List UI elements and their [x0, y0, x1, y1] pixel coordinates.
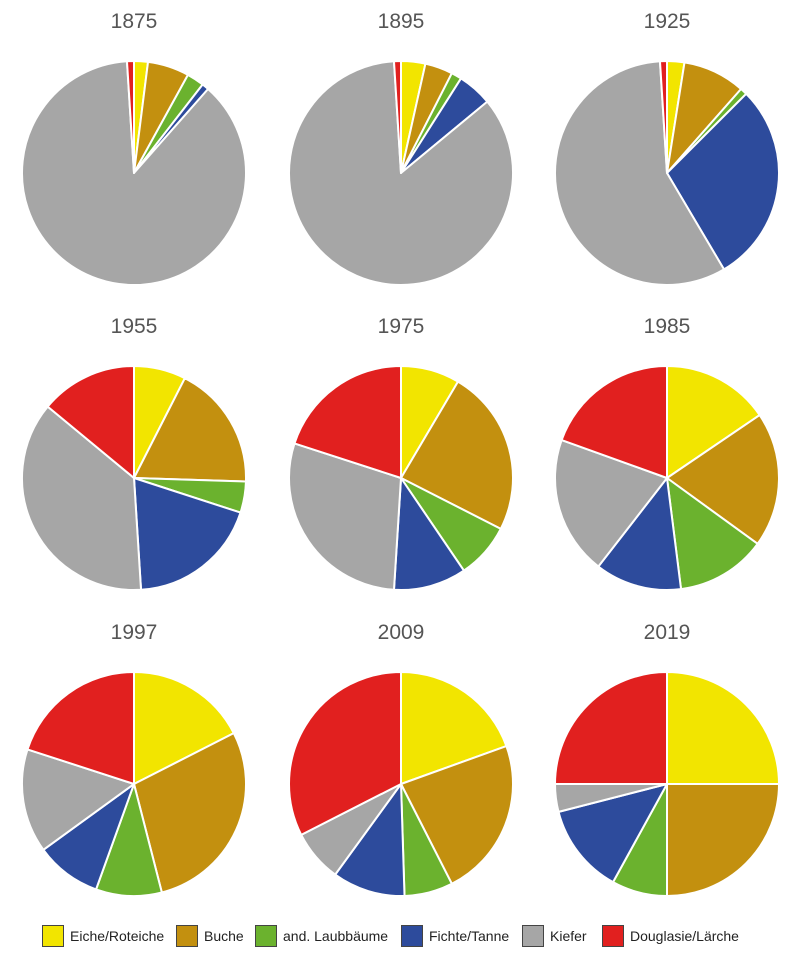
legend-label: Fichte/Tanne [429, 928, 510, 944]
pie-slice-eiche-roteiche [666, 365, 761, 479]
pie-slice-douglasie-lärche [46, 365, 135, 479]
legend-item-laubbaeume: and. Laubbäume [255, 924, 388, 948]
pie-slice-douglasie-lärche [658, 59, 668, 174]
pie-chart-1997: 1997 [21, 621, 247, 897]
legend: Eiche/Roteiche Buche and. Laubbäume Fich… [0, 916, 800, 956]
pie-slice-buche [133, 377, 247, 483]
pie-chart-1985: 1985 [554, 315, 780, 591]
pie-slice-fichte-tanne [666, 92, 780, 271]
chart-title: 1925 [644, 10, 691, 33]
legend-swatch [401, 925, 423, 947]
pie-slice-buche [666, 414, 780, 545]
chart-title: 1895 [378, 10, 425, 33]
pie-slice-kiefer [554, 60, 726, 286]
pie-chart-2009: 2009 [288, 621, 514, 897]
pie-slice-kiefer [21, 405, 143, 591]
legend-label: and. Laubbäume [283, 928, 389, 944]
legend-item-buche: Buche [176, 924, 244, 948]
legend-item-kiefer: Kiefer [522, 924, 587, 948]
pie-slice-douglasie-lärche [392, 59, 402, 174]
pie-slice-kiefer [21, 748, 135, 851]
legend-swatch [42, 925, 64, 947]
legend-label: Douglasie/Lärche [630, 928, 739, 944]
chart-title: 2009 [378, 621, 425, 644]
pie-slice-fichte-tanne [334, 783, 406, 897]
pie-slice-douglasie-lärche [554, 671, 668, 785]
legend-label: Kiefer [550, 928, 587, 944]
pie-slice-eiche-roteiche [666, 671, 780, 785]
pie-slice-buche [133, 732, 247, 894]
pie-slice-and-laubbäume [666, 477, 759, 591]
pie-slice-eiche-roteiche [400, 671, 508, 785]
chart-title: 1975 [378, 315, 425, 338]
pie-slice-douglasie-lärche [288, 671, 402, 836]
legend-swatch [522, 925, 544, 947]
pie-chart-1895: 1895 [288, 10, 514, 286]
pie-chart-2019: 2019 [554, 621, 780, 897]
legend-swatch [602, 925, 624, 947]
pie-chart-1975: 1975 [288, 315, 514, 591]
chart-title: 1997 [111, 621, 158, 644]
legend-item-fichte: Fichte/Tanne [401, 924, 509, 948]
pie-slice-fichte-tanne [597, 477, 683, 591]
chart-title: 2019 [644, 621, 691, 644]
pie-slice-douglasie-lärche [560, 365, 668, 479]
pie-slice-douglasie-lärche [125, 59, 135, 174]
pie-chart-1925: 1925 [554, 10, 780, 286]
pie-slice-fichte-tanne [133, 477, 242, 591]
chart-title: 1875 [111, 10, 158, 33]
pie-slice-eiche-roteiche [133, 671, 235, 785]
pie-slice-kiefer [554, 439, 668, 568]
pie-slice-douglasie-lärche [293, 365, 402, 479]
pie-slice-buche [400, 745, 514, 885]
pie-slice-fichte-tanne [557, 783, 668, 884]
chart-title: 1955 [111, 315, 158, 338]
pie-slice-fichte-tanne [392, 477, 465, 591]
legend-label: Buche [204, 928, 244, 944]
pie-slice-buche [666, 783, 780, 897]
legend-swatch [176, 925, 198, 947]
pie-chart-1875: 1875 [21, 10, 247, 286]
pie-slice-kiefer [288, 442, 402, 591]
chart-title: 1985 [644, 315, 691, 338]
legend-item-douglasie: Douglasie/Lärche [602, 924, 739, 948]
legend-label: Eiche/Roteiche [70, 928, 165, 944]
legend-swatch [255, 925, 277, 947]
legend-item-eiche: Eiche/Roteiche [42, 924, 164, 948]
pie-charts-grid: 1875 1895 1925 1955 1975 1985 1997 2009 2019 [21, 10, 780, 897]
pie-chart-1955: 1955 [21, 315, 247, 591]
pie-slice-douglasie-lärche [26, 671, 135, 785]
